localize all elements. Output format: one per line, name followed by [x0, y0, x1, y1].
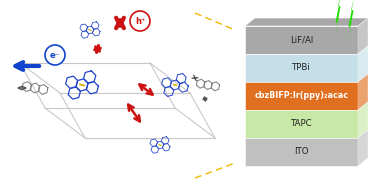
Text: LiF/Al: LiF/Al [290, 36, 313, 45]
Polygon shape [358, 102, 368, 138]
Bar [245, 110, 358, 138]
Polygon shape [348, 0, 354, 42]
Text: TPBi: TPBi [292, 64, 311, 73]
Text: h⁺: h⁺ [135, 17, 145, 26]
Polygon shape [245, 18, 368, 26]
Polygon shape [358, 18, 368, 54]
Polygon shape [335, 0, 341, 38]
Polygon shape [358, 74, 368, 110]
Circle shape [45, 45, 65, 65]
Bar [245, 138, 358, 166]
Polygon shape [245, 18, 368, 26]
Bar [245, 54, 358, 82]
Polygon shape [358, 130, 368, 166]
Text: ITO: ITO [294, 148, 309, 156]
Bar [245, 82, 358, 110]
Text: TAPC: TAPC [291, 120, 312, 129]
Text: e⁻: e⁻ [50, 51, 60, 59]
Bar [245, 26, 358, 54]
Polygon shape [358, 46, 368, 82]
Text: cbzBIFP:Ir(ppy)₂acac: cbzBIFP:Ir(ppy)₂acac [254, 92, 349, 101]
Circle shape [130, 11, 150, 31]
